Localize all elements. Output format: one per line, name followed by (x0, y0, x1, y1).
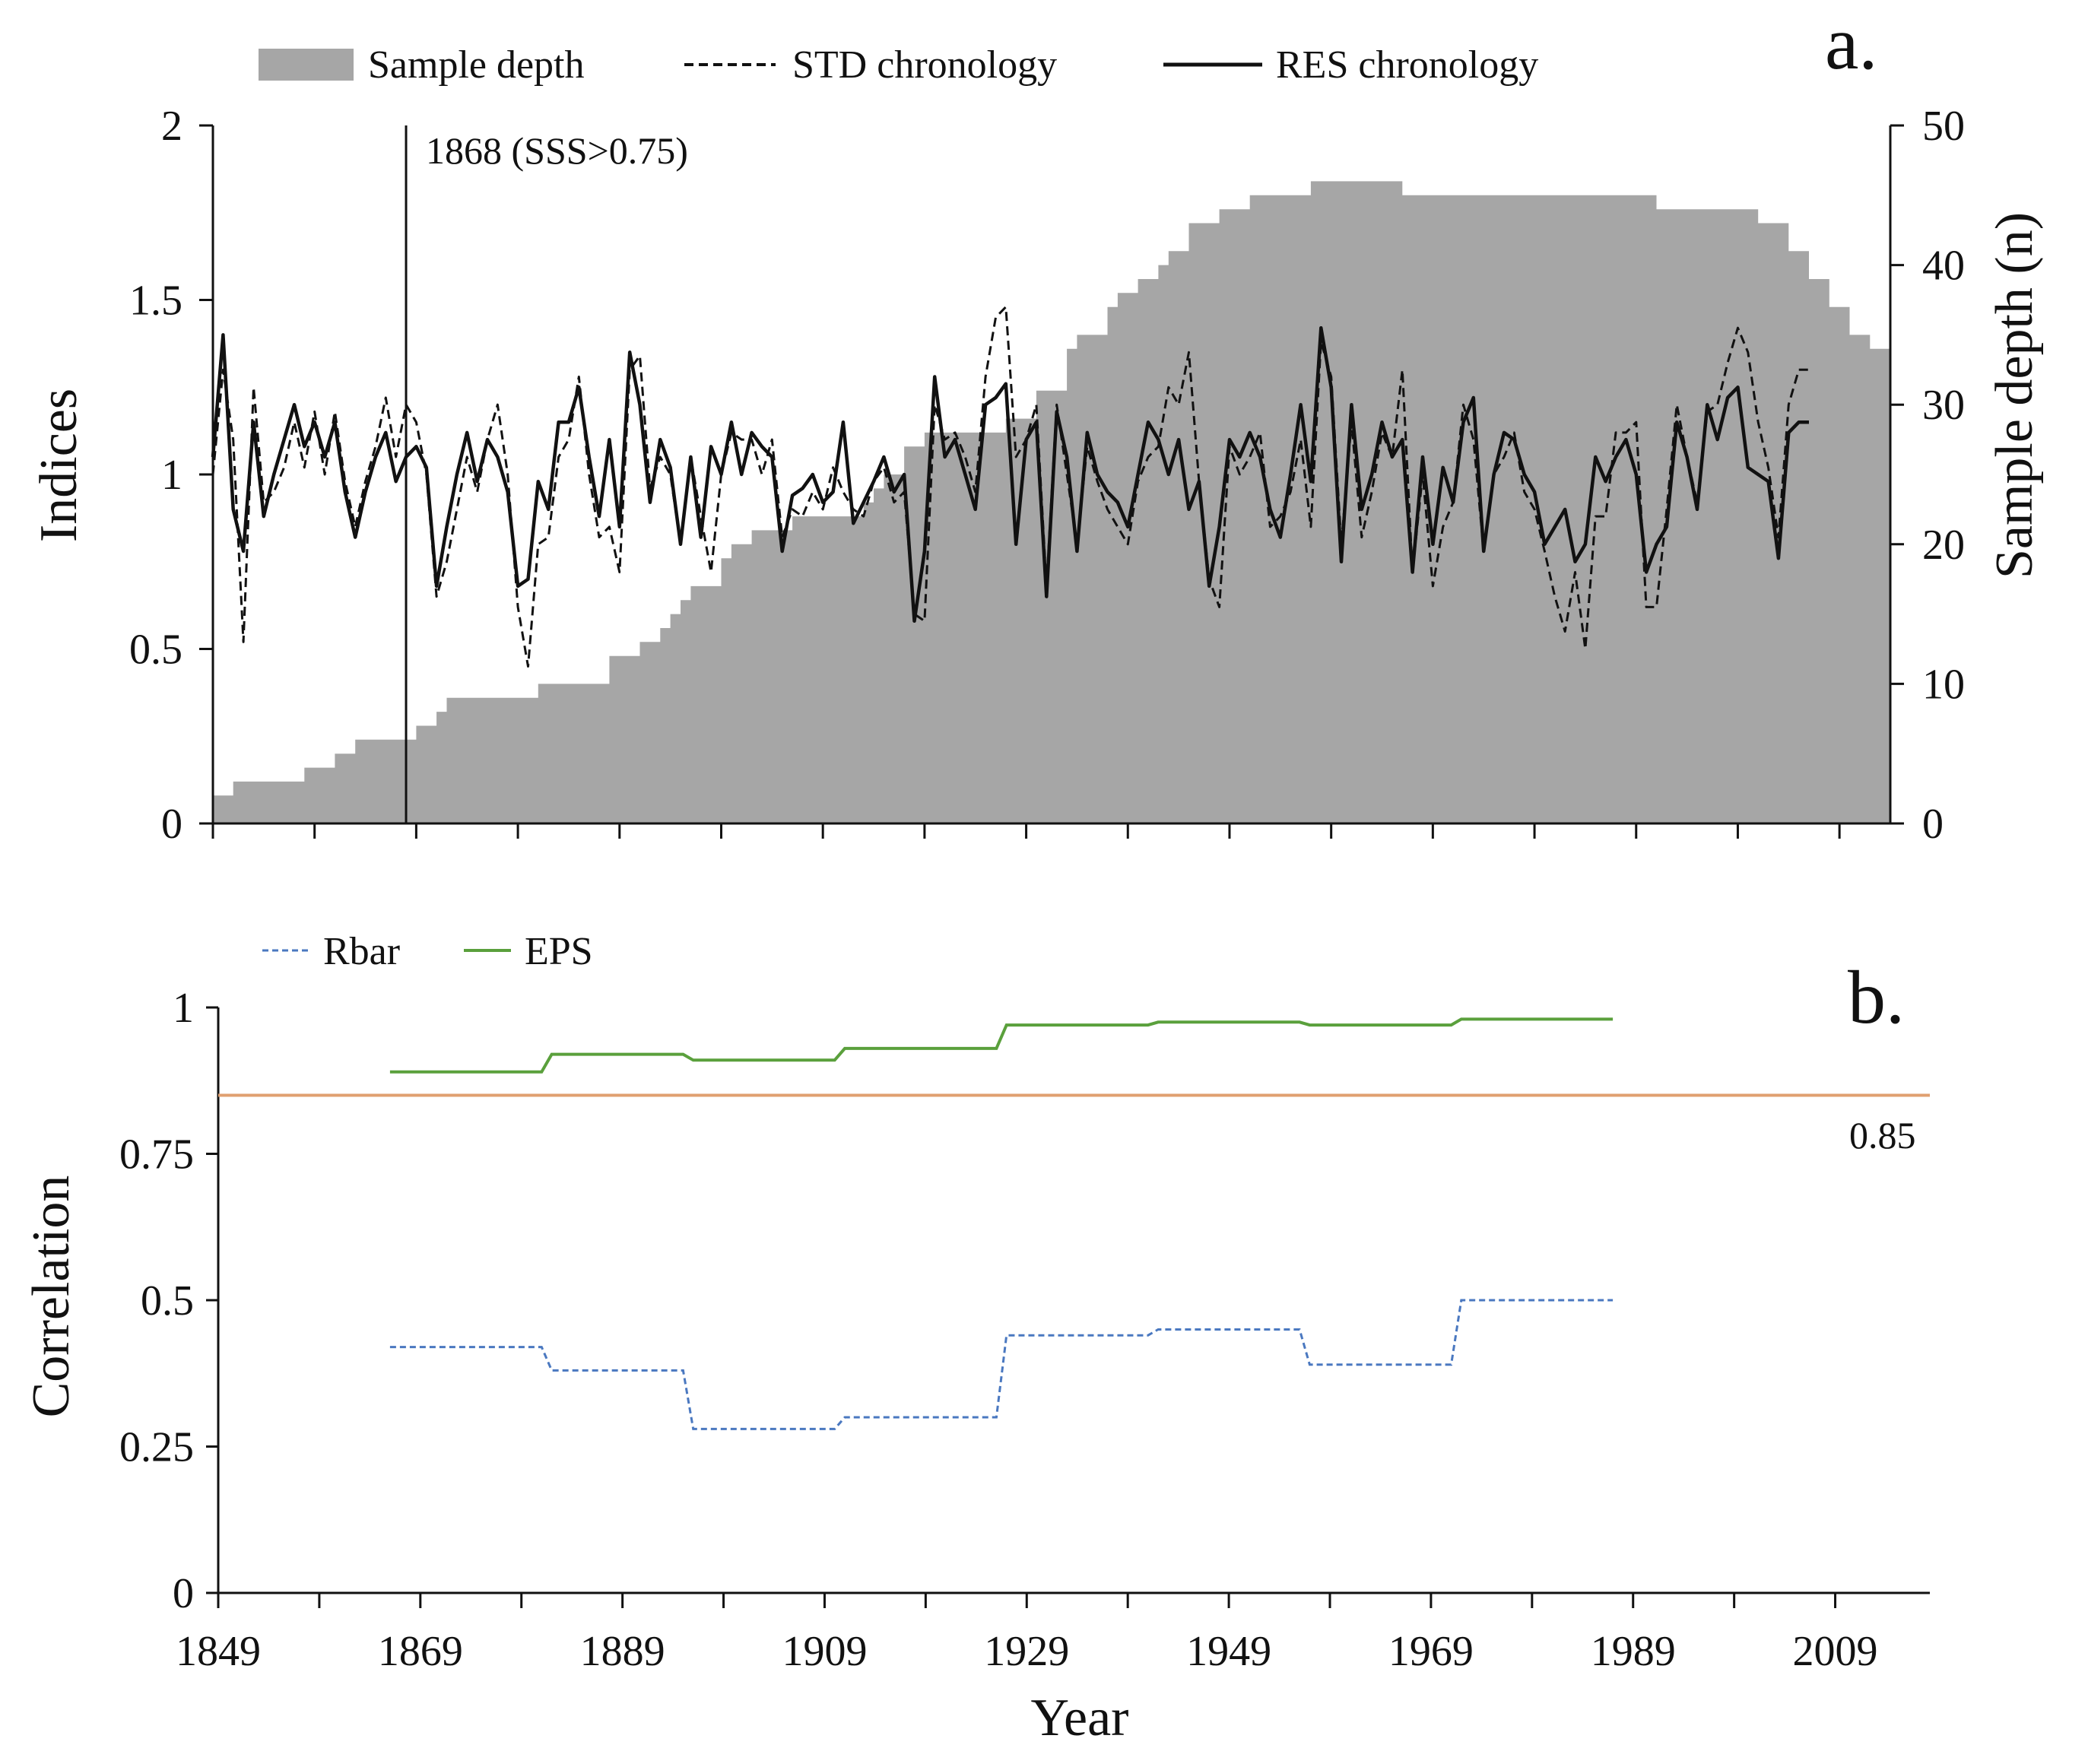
year-tick-label: 1869 (378, 1628, 463, 1675)
indices-tick-label: 2 (161, 103, 182, 150)
year-tick-label: 1849 (176, 1628, 261, 1675)
eps-line (389, 1017, 1614, 1074)
correlation-tick-label: 0.25 (119, 1424, 194, 1471)
correlation-tick-label: 0.75 (119, 1131, 194, 1179)
year-tick-label: 1929 (984, 1628, 1069, 1675)
rbar-line (389, 1299, 1614, 1430)
depth-tick-label: 30 (1922, 382, 1965, 429)
panel-a-legend: Sample depth STD chronology RES chronolo… (259, 43, 1538, 87)
year-axis-title: Year (1031, 1689, 1129, 1747)
correlation-axis-title: Correlation (22, 1175, 81, 1418)
correlation-tick-label: 0 (173, 1570, 194, 1617)
year-tick-label: 1969 (1388, 1628, 1474, 1675)
year-tick-label: 1989 (1591, 1628, 1676, 1675)
year-tick-label: 1889 (580, 1628, 665, 1675)
indices-tick-label: 0.5 (129, 627, 182, 674)
depth-tick-label: 50 (1922, 103, 1965, 150)
indices-tick-label: 0 (161, 801, 182, 848)
year-tick-label: 1909 (782, 1628, 867, 1675)
legend-std-label: STD chronology (792, 43, 1057, 87)
year-tick-label: 1949 (1186, 1628, 1271, 1675)
year-tick-label: 2009 (1793, 1628, 1878, 1675)
panel-a-label: a. (1825, 1, 1877, 85)
indices-tick-label: 1.5 (129, 278, 182, 325)
legend-res-label: RES chronology (1276, 43, 1538, 87)
threshold-label: 0.85 (1849, 1114, 1916, 1156)
legend-eps-label: EPS (525, 930, 593, 973)
legend-rbar-label: Rbar (323, 930, 400, 973)
correlation-series (218, 1017, 1930, 1430)
legend-sample-depth-swatch (259, 49, 354, 81)
depth-tick-label: 40 (1922, 243, 1965, 290)
res-chronology-line (211, 325, 1809, 623)
panel-b-label: b. (1848, 955, 1905, 1039)
panel-b-legend: Rbar EPS (262, 930, 593, 973)
indices-tick-label: 1 (161, 452, 182, 499)
correlation-tick-label: 0.5 (141, 1277, 194, 1325)
sss-annotation: 1868 (SSS>0.75) (426, 129, 688, 172)
correlation-tick-label: 1 (173, 985, 194, 1032)
chronology-series (211, 306, 1809, 668)
sample-depth-axis-title: Sample depth (n) (1985, 212, 2044, 579)
depth-tick-label: 0 (1922, 801, 1944, 848)
panel-b: 0 0.25 0.5 0.75 1 1849 1869 1889 1909 1929 1949 196… (22, 930, 1930, 1747)
legend-sample-depth-label: Sample depth (368, 43, 585, 87)
panel-b-ticks: 0 0.25 0.5 0.75 1 1849 1869 1889 1909 1929 1949 196… (119, 985, 1878, 1675)
depth-tick-label: 10 (1922, 661, 1965, 708)
indices-axis-title: Indices (30, 389, 88, 542)
depth-tick-label: 20 (1922, 522, 1965, 569)
